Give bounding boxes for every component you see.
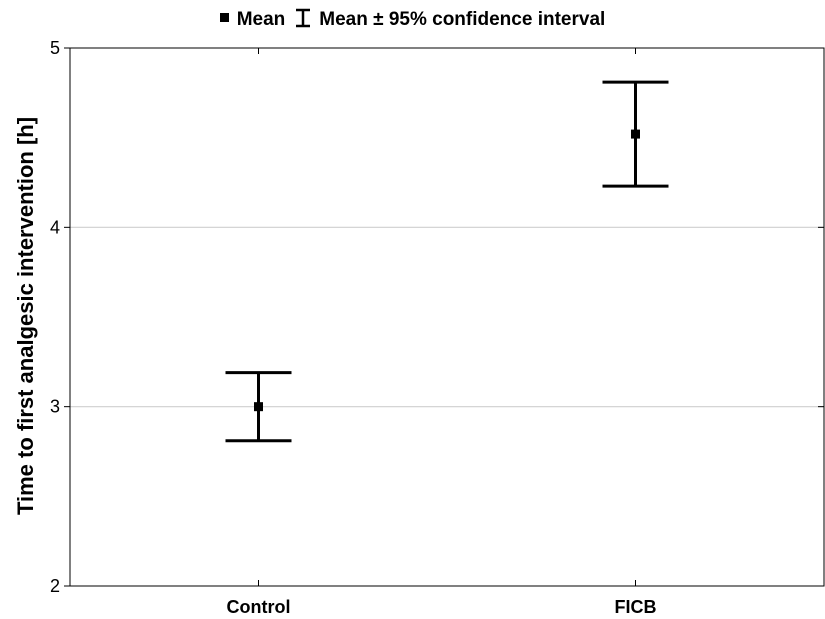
mean-legend-marker <box>219 13 229 23</box>
legend-mean-label: Mean <box>236 9 286 30</box>
ci-legend-marker <box>296 8 311 28</box>
y-tick-label: 5 <box>50 38 60 58</box>
y-tick-label: 4 <box>50 217 60 237</box>
x-category-label: FICB <box>615 597 657 617</box>
y-tick-label: 3 <box>50 397 60 417</box>
y-tick-label: 2 <box>50 576 60 596</box>
plot-frame <box>69 47 825 587</box>
x-category-label: Control <box>227 597 291 617</box>
mean-marker <box>631 129 640 139</box>
legend-ci-label: Mean ± 95% confidence interval <box>319 9 606 30</box>
legend: Mean Mean ± 95% confidence interval <box>0 8 825 32</box>
mean-marker <box>254 402 263 412</box>
